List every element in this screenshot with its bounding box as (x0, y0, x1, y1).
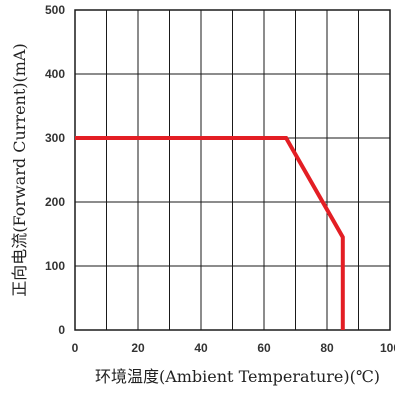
x-tick-labels: 0 20 40 60 80 100 (72, 341, 395, 355)
x-tick-label: 80 (320, 341, 334, 355)
y-tick-label: 300 (45, 131, 65, 145)
x-tick-label: 40 (194, 341, 208, 355)
series-layer (75, 136, 345, 330)
x-axis-label: 环境温度(Ambient Temperature)(℃) (95, 367, 380, 386)
x-tick-label: 20 (131, 341, 145, 355)
y-tick-labels: 0 100 200 300 400 500 (45, 3, 65, 337)
y-tick-label: 500 (45, 3, 65, 17)
x-tick-label: 0 (72, 341, 79, 355)
x-tick-label: 60 (257, 341, 271, 355)
y-axis-label: 正向电流(Forward Current)(mA) (10, 43, 29, 296)
y-tick-label: 400 (45, 67, 65, 81)
y-tick-label: 200 (45, 195, 65, 209)
series-line-0 (75, 136, 345, 330)
y-tick-label: 0 (58, 323, 65, 337)
y-tick-label: 100 (45, 259, 65, 273)
x-tick-label: 100 (380, 341, 395, 355)
plot-frame (74, 9, 391, 331)
plot-border (74, 9, 391, 331)
